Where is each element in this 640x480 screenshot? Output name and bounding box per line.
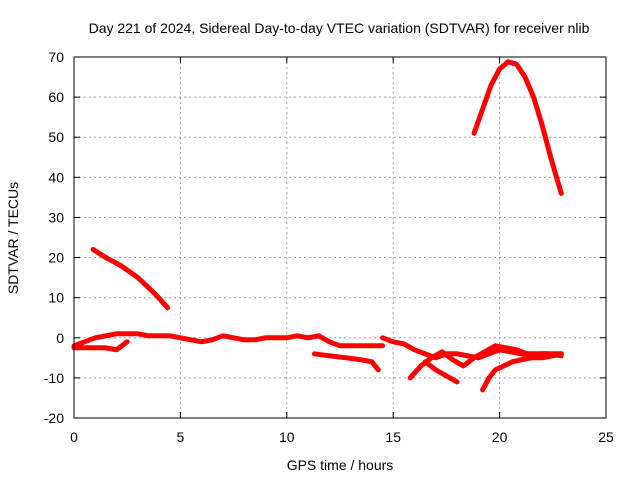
plot-frame: [73, 56, 607, 419]
y-tick-label: 10: [48, 290, 64, 306]
series-seg-d: [71, 339, 130, 353]
series-seg-c: [71, 331, 386, 349]
x-tick-label: 5: [177, 429, 185, 445]
series-seg-b: [471, 59, 564, 196]
x-tick-label: 15: [385, 429, 401, 445]
series-seg-h: [422, 359, 460, 385]
x-axis-title: GPS time / hours: [287, 457, 394, 473]
y-tick-label: 50: [48, 129, 64, 145]
series-seg-i: [480, 351, 564, 393]
y-tick-label: 20: [48, 250, 64, 266]
series-seg-g: [407, 343, 564, 381]
x-tick-label: 10: [279, 429, 295, 445]
chart-title: Day 221 of 2024, Sidereal Day-to-day VTE…: [89, 20, 590, 36]
y-tick-label: 0: [56, 330, 64, 346]
x-tick-label: 0: [70, 429, 78, 445]
x-tick-label: 20: [492, 429, 508, 445]
y-tick-label: 60: [48, 89, 64, 105]
grid: [74, 57, 606, 418]
series-seg-a: [90, 247, 171, 311]
ticks: -20 -10 0 10 20 30 40 50 60 70 0 5 10 15 20 25: [44, 49, 614, 445]
x-tick-label: 25: [598, 429, 614, 445]
y-tick-label: 70: [48, 49, 64, 65]
y-tick-label: 40: [48, 169, 64, 185]
y-tick-label: -10: [44, 370, 64, 386]
series-seg-e: [312, 351, 381, 373]
series-group: [71, 59, 564, 393]
y-tick-label: -20: [44, 410, 64, 426]
y-axis-title: SDTVAR / TECUs: [5, 182, 21, 294]
y-tick-label: 30: [48, 209, 64, 225]
